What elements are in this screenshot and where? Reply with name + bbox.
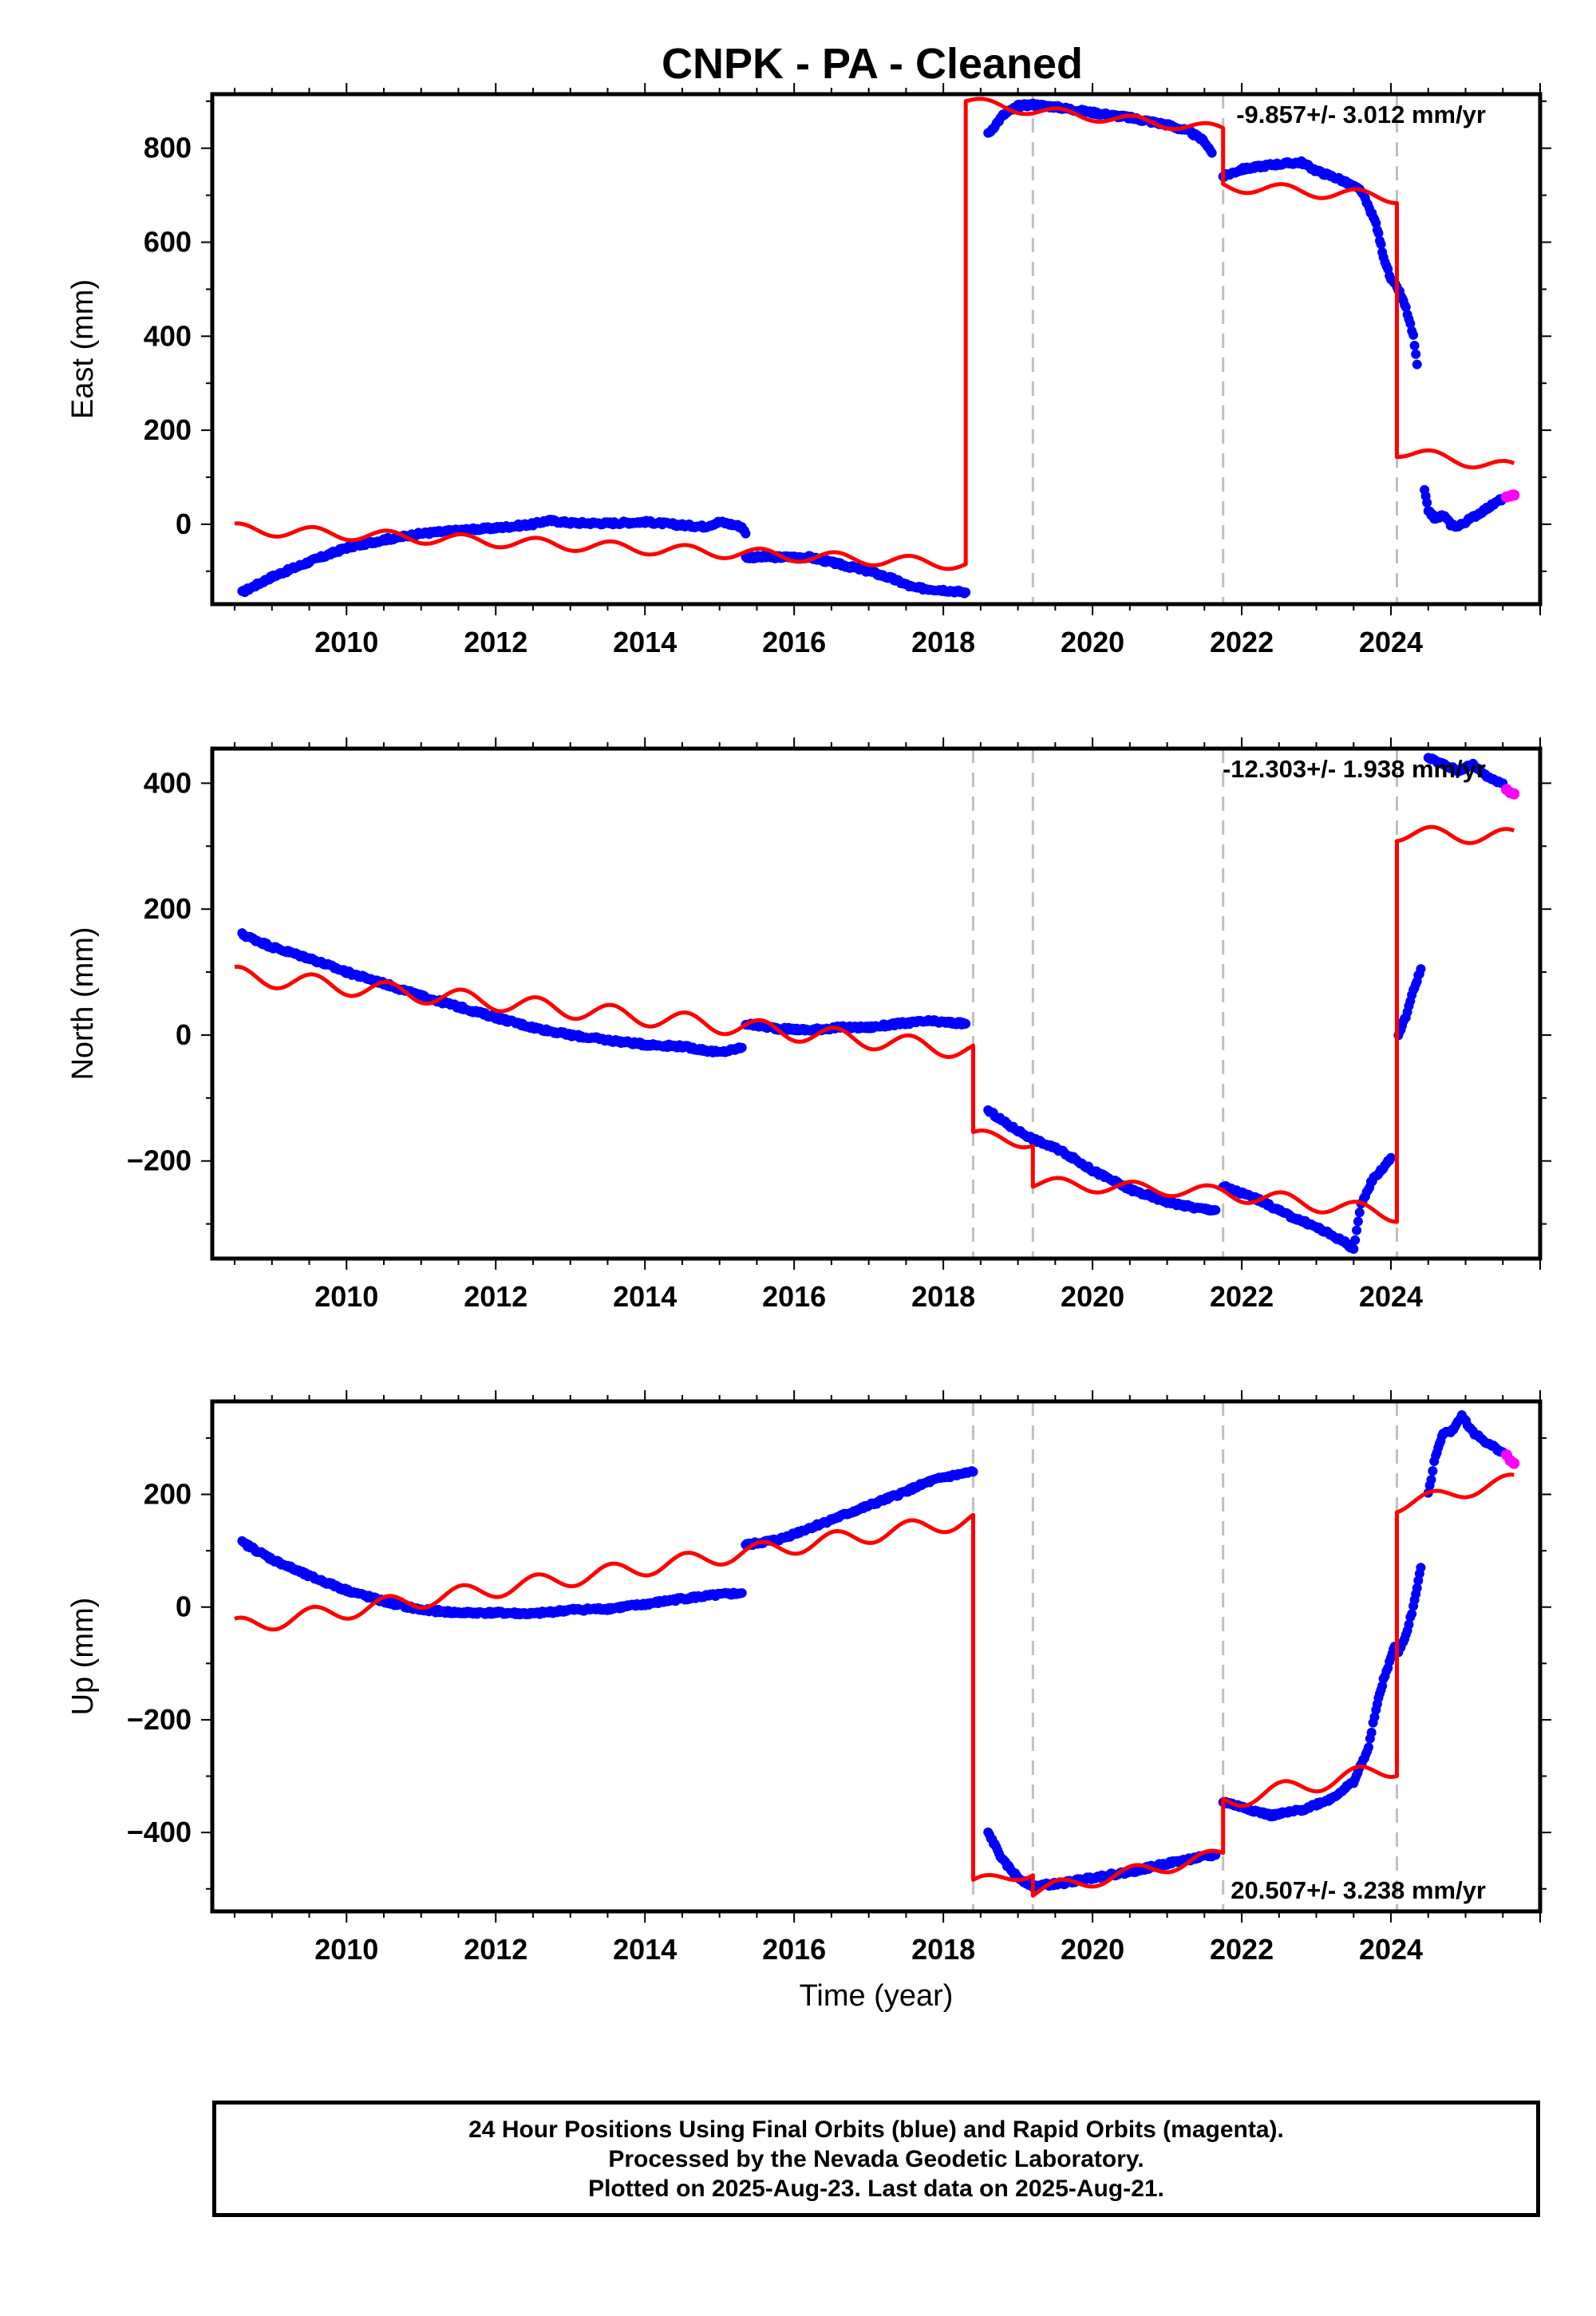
north-panel: 2010 2012 2014 2016 2018 2020 2022 2024 −200 0 200… — [66, 737, 1551, 1313]
x-tick-label: 2020 — [1061, 1280, 1124, 1313]
y-axis-label: Up (mm) — [66, 1598, 100, 1716]
daily-position-point — [737, 1588, 747, 1599]
caption-line-1: 24 Hour Positions Using Final Orbits (bl… — [468, 2116, 1284, 2143]
y-tick-label: 0 — [176, 508, 192, 540]
y-tick-label: −200 — [127, 1703, 192, 1736]
y-tick-label: −200 — [127, 1144, 192, 1177]
daily-position-point — [968, 1467, 978, 1477]
x-tick-label: 2010 — [314, 1933, 378, 1966]
x-tick-label: 2020 — [1061, 1933, 1124, 1966]
y-tick-label: 400 — [144, 766, 192, 799]
caption-line-2: Processed by the Nevada Geodetic Laborat… — [608, 2145, 1144, 2172]
plot-frame — [210, 92, 1543, 607]
velocity-rate-label: -12.303+/- 1.938 mm/yr — [1223, 755, 1486, 783]
x-tick-label: 2022 — [1210, 626, 1274, 658]
x-tick-label: 2016 — [762, 626, 826, 658]
daily-position-point — [1354, 1207, 1365, 1218]
plot-area — [234, 1409, 1520, 1898]
daily-position-point — [1404, 1619, 1414, 1630]
daily-position-point — [1352, 1225, 1362, 1235]
x-tick-label: 2018 — [911, 1280, 975, 1313]
y-tick-label: 0 — [176, 1591, 192, 1623]
x-tick-label: 2016 — [762, 1933, 826, 1966]
caption-line-3: Plotted on 2025-Aug-23. Last data on 202… — [588, 2175, 1164, 2202]
daily-position-point — [1407, 1609, 1417, 1619]
daily-position-point — [1416, 964, 1426, 974]
x-tick-label: 2022 — [1210, 1280, 1274, 1313]
daily-position-point — [1426, 1475, 1436, 1485]
daily-position-point — [737, 1042, 747, 1053]
daily-position-point — [1373, 228, 1384, 239]
x-tick-label: 2010 — [314, 626, 378, 658]
x-tick-label: 2012 — [464, 1933, 527, 1966]
x-tick-label: 2024 — [1359, 626, 1423, 658]
daily-position-point — [1412, 359, 1422, 370]
y-tick-label: 200 — [144, 413, 192, 446]
daily-position-point — [1353, 1216, 1363, 1227]
x-tick-label: 2022 — [1210, 1933, 1274, 1966]
daily-position-point — [1408, 330, 1419, 340]
daily-position-point — [1416, 1563, 1426, 1573]
figure-title: CNPK - PA - Cleaned — [662, 40, 1083, 88]
x-tick-label: 2024 — [1359, 1933, 1423, 1966]
daily-position-point — [1412, 1583, 1422, 1593]
x-tick-label: 2018 — [911, 1933, 975, 1966]
daily-position-point — [1349, 1243, 1359, 1254]
y-axis-label: East (mm) — [66, 279, 100, 419]
daily-position-point — [1411, 349, 1421, 359]
daily-position-point — [1405, 318, 1416, 329]
x-axis-label: Time (year) — [800, 1979, 954, 2013]
daily-position-point — [961, 1018, 971, 1029]
rapid-position-point — [1508, 489, 1520, 501]
y-tick-label: 800 — [144, 132, 192, 164]
y-tick-label: −400 — [127, 1816, 192, 1848]
x-tick-label: 2018 — [911, 626, 975, 658]
y-tick-label: 400 — [144, 319, 192, 352]
velocity-rate-label: 20.507+/- 3.238 mm/yr — [1231, 1876, 1486, 1904]
model-fit-line — [234, 97, 1515, 571]
x-tick-label: 2020 — [1061, 626, 1124, 658]
model-fit-line — [234, 824, 1515, 1224]
daily-position-point — [1376, 239, 1386, 250]
up-panel: 2010 2012 2014 2016 2018 2020 2022 2024 −400 −200… — [66, 1390, 1551, 2013]
x-tick-label: 2014 — [613, 1280, 677, 1313]
daily-position-point — [1366, 1727, 1377, 1737]
x-tick-label: 2012 — [464, 626, 527, 658]
daily-position-point — [1428, 1466, 1438, 1476]
plot-area — [234, 97, 1520, 599]
y-axis-label: North (mm) — [66, 927, 100, 1080]
y-tick-label: 200 — [144, 1478, 192, 1511]
y-tick-label: 200 — [144, 892, 192, 925]
daily-position-point — [1409, 340, 1420, 350]
x-tick-label: 2014 — [613, 626, 677, 658]
plot-area — [234, 753, 1520, 1254]
rapid-position-point — [1508, 788, 1520, 800]
daily-position-point — [1422, 497, 1432, 508]
x-tick-label: 2016 — [762, 1280, 826, 1313]
plot-frame — [210, 746, 1543, 1261]
x-tick-label: 2012 — [464, 1280, 527, 1313]
x-tick-label: 2024 — [1359, 1280, 1423, 1313]
daily-position-point — [1211, 1205, 1221, 1215]
daily-position-point — [1363, 1742, 1373, 1753]
daily-position-point — [1369, 1712, 1380, 1722]
plot-frame — [210, 1399, 1543, 1914]
y-tick-label: 600 — [144, 226, 192, 259]
x-tick-label: 2014 — [613, 1933, 677, 1966]
daily-position-point — [1350, 1235, 1361, 1245]
velocity-rate-label: -9.857+/- 3.012 mm/yr — [1236, 101, 1486, 128]
daily-position-point — [1400, 302, 1411, 312]
rapid-position-point — [1508, 1457, 1520, 1469]
daily-position-point — [1386, 1152, 1396, 1163]
caption-box: 24 Hour Positions Using Final Orbits (bl… — [212, 2101, 1540, 2217]
model-fit-line — [234, 1472, 1515, 1898]
daily-position-point — [741, 528, 751, 539]
east-panel: 2010 2012 2014 2016 2018 2020 2022 2024 0 200 400 6… — [66, 83, 1551, 658]
daily-position-point — [1207, 148, 1217, 158]
y-tick-label: 0 — [176, 1018, 192, 1051]
daily-position-point — [961, 587, 971, 598]
x-tick-label: 2010 — [314, 1280, 378, 1313]
daily-position-point — [1377, 1681, 1388, 1691]
